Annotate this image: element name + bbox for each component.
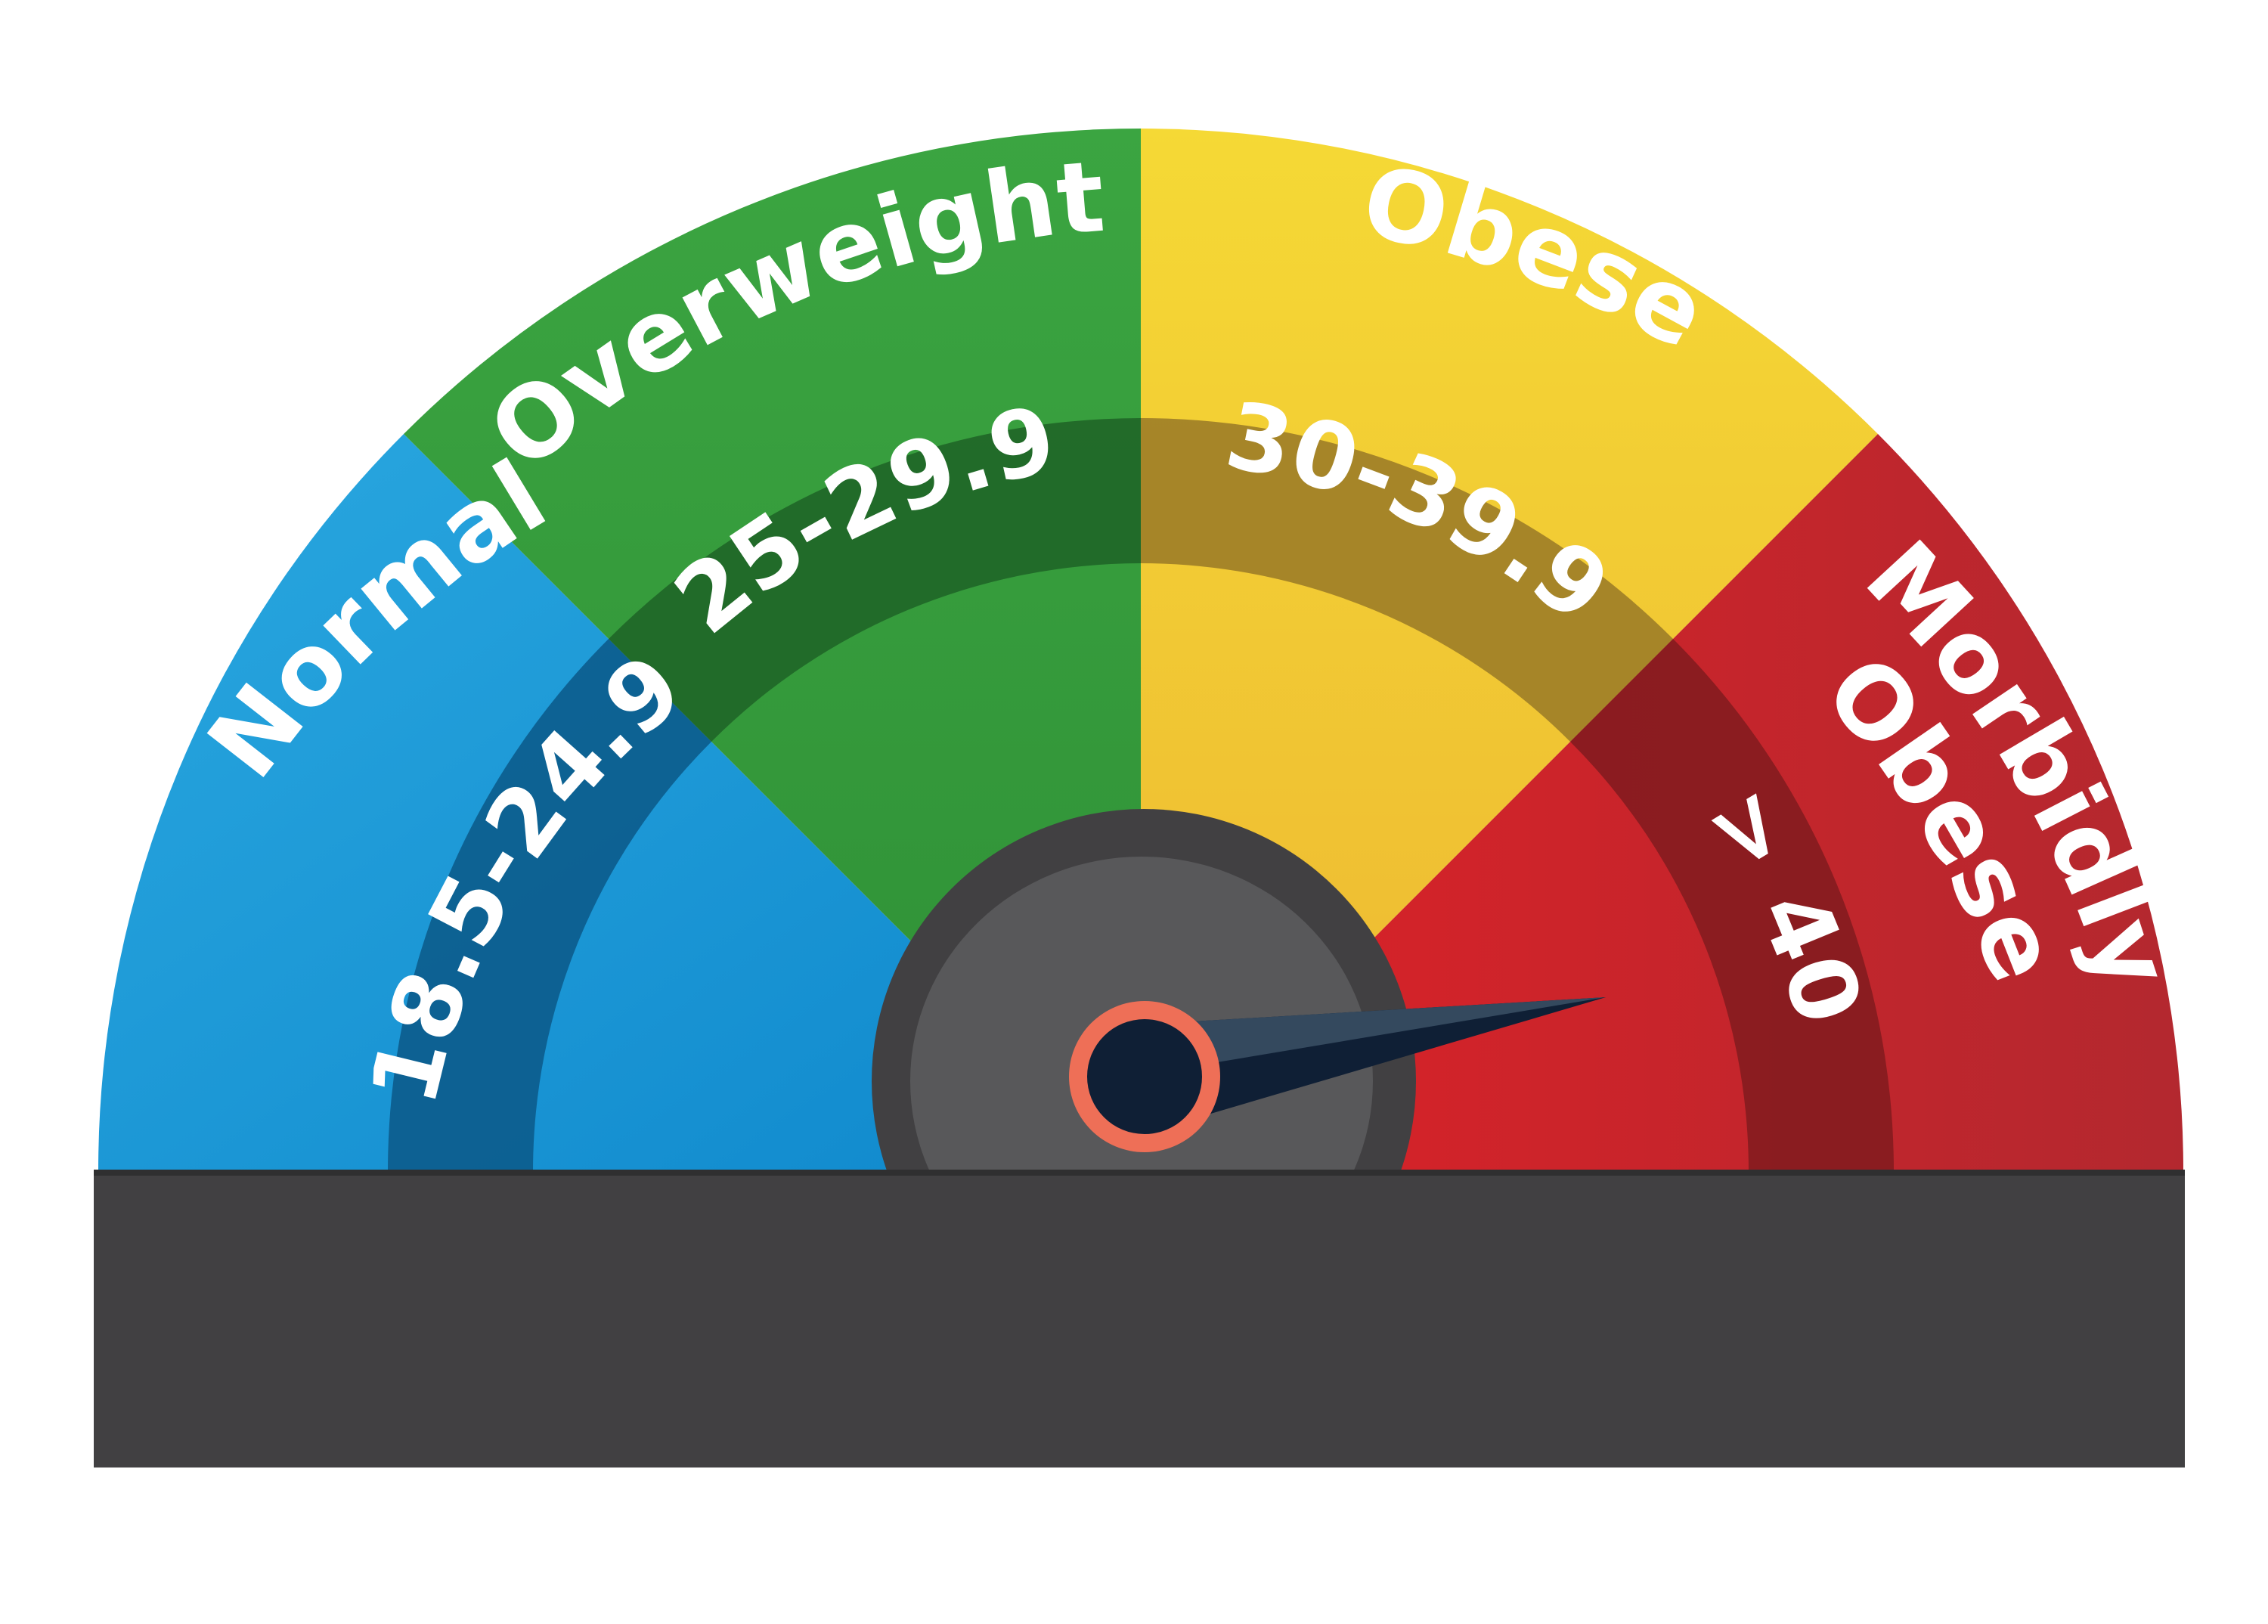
needle-highlight [1142,997,1606,1066]
range-bands [388,418,1894,1171]
needle-pivot [1087,1019,1202,1134]
band-obese [1141,418,1673,742]
gauge-base-edge [94,1170,2185,1176]
band-overweight [609,418,1141,742]
gauge-needle [1069,997,1606,1152]
gauge-base [94,1171,2185,1467]
band-normal [388,639,711,1171]
band-morbidly-obese [1570,639,1894,1171]
